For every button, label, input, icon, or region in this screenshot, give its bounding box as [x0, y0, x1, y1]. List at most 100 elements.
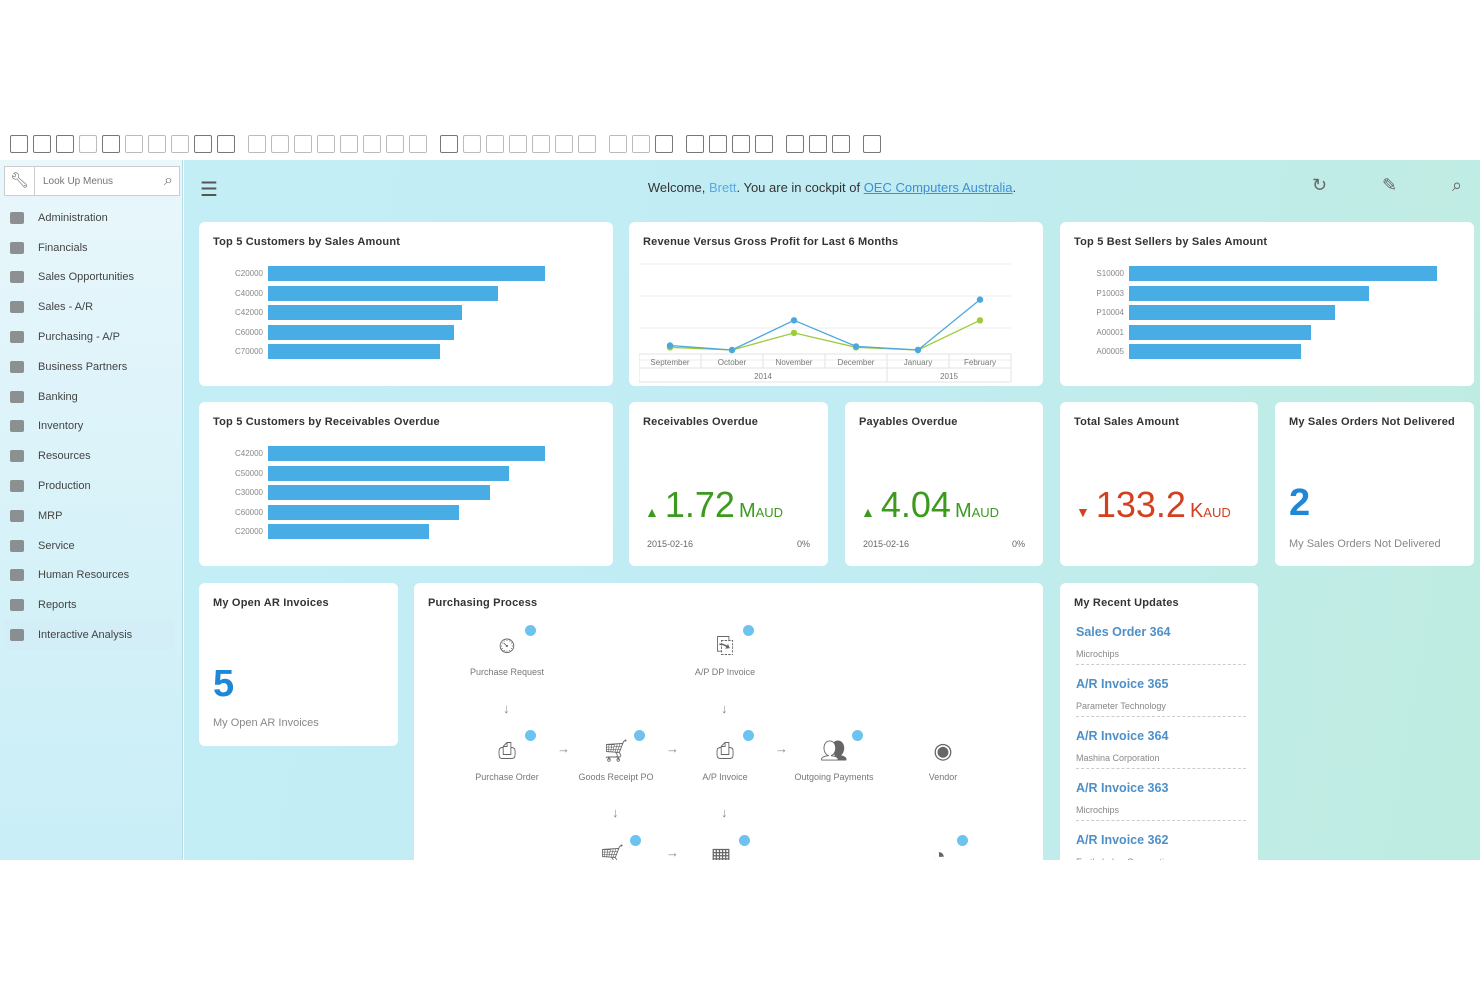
recent-update-title[interactable]: A/R Invoice 363: [1076, 781, 1169, 795]
users-icon[interactable]: [732, 135, 750, 153]
previous-icon[interactable]: [317, 135, 335, 153]
widget-top-customers-sales[interactable]: Top 5 Customers by Sales Amount C20000 C4…: [199, 222, 613, 386]
sidebar-item[interactable]: Business Partners: [4, 352, 174, 382]
dropdown-badge-icon[interactable]: [739, 835, 750, 846]
add-icon[interactable]: [271, 135, 289, 153]
process-node[interactable]: 👥︎ Outgoing Payments: [789, 730, 879, 783]
gross-profit-icon[interactable]: [509, 135, 527, 153]
recent-update-title[interactable]: A/R Invoice 362: [1076, 833, 1169, 847]
help-icon[interactable]: [863, 135, 881, 153]
dropdown-badge-icon[interactable]: [525, 730, 536, 741]
widgets-icon[interactable]: [786, 135, 804, 153]
bar[interactable]: [1129, 266, 1437, 282]
recent-update-item[interactable]: A/R Invoice 363 Microchips: [1076, 769, 1246, 821]
recent-update-item[interactable]: A/R Invoice 362 Earthshaker Corporation: [1076, 821, 1246, 860]
process-node[interactable]: ▦: [676, 835, 766, 860]
sidebar-item[interactable]: Service: [4, 531, 174, 561]
widget-top-best-sellers[interactable]: Top 5 Best Sellers by Sales Amount S1000…: [1060, 222, 1474, 386]
sidebar-item[interactable]: Purchasing - A/P: [4, 322, 174, 352]
process-node[interactable]: ⎘ A/P DP Invoice: [680, 625, 770, 678]
refresh-icon[interactable]: ↻: [1312, 175, 1328, 195]
word-icon[interactable]: [148, 135, 166, 153]
bar[interactable]: [1129, 285, 1370, 301]
edit-icon[interactable]: ✎: [1382, 175, 1398, 195]
sidebar-item[interactable]: Sales Opportunities: [4, 263, 174, 293]
last-icon[interactable]: [363, 135, 381, 153]
export-pdf-icon[interactable]: [79, 135, 97, 153]
bar[interactable]: [268, 465, 509, 481]
sidebar-item[interactable]: Production: [4, 471, 174, 501]
bar[interactable]: [268, 485, 490, 501]
bar[interactable]: [268, 524, 429, 540]
sidebar-item[interactable]: Sales - A/R: [4, 292, 174, 322]
sidebar-item[interactable]: Banking: [4, 382, 174, 412]
journal-icon[interactable]: [486, 135, 504, 153]
search-icon[interactable]: ⌕: [164, 172, 173, 189]
analysis-icon[interactable]: [832, 135, 850, 153]
dropdown-badge-icon[interactable]: [743, 730, 754, 741]
dropdown-badge-icon[interactable]: [630, 835, 641, 846]
cockpit-icon[interactable]: [755, 135, 773, 153]
sidebar-item[interactable]: Administration: [4, 203, 174, 233]
bar[interactable]: [268, 305, 462, 321]
recent-update-item[interactable]: A/R Invoice 364 Mashina Corporation: [1076, 717, 1246, 769]
dropdown-badge-icon[interactable]: [525, 625, 536, 636]
recent-update-title[interactable]: A/R Invoice 365: [1076, 677, 1169, 691]
draft-icon[interactable]: [609, 135, 627, 153]
sidebar-item[interactable]: Human Resources: [4, 561, 174, 591]
filter-icon[interactable]: [386, 135, 404, 153]
wrench-icon[interactable]: 🔧︎: [5, 167, 35, 195]
process-node[interactable]: ◔: [894, 835, 984, 860]
dropdown-badge-icon[interactable]: [634, 730, 645, 741]
columns-icon[interactable]: [555, 135, 573, 153]
bar[interactable]: [268, 446, 545, 462]
base-document-icon[interactable]: [440, 135, 458, 153]
dropdown-badge-icon[interactable]: [957, 835, 968, 846]
report-icon[interactable]: [655, 135, 673, 153]
layout-icon[interactable]: [217, 135, 235, 153]
messages-icon[interactable]: [686, 135, 704, 153]
search-icon[interactable]: ⌕: [1452, 175, 1463, 195]
bar[interactable]: [1129, 344, 1302, 360]
email-icon[interactable]: [56, 135, 74, 153]
sidebar-item[interactable]: Reports: [4, 590, 174, 620]
settings-icon[interactable]: [532, 135, 550, 153]
widget-open-ar-invoices[interactable]: My Open AR Invoices 5 My Open AR Invoice…: [199, 583, 398, 746]
bar[interactable]: [268, 285, 498, 301]
menu-search-input[interactable]: [43, 175, 153, 187]
target-document-icon[interactable]: [463, 135, 481, 153]
sidebar-item[interactable]: Interactive Analysis: [4, 620, 174, 650]
first-icon[interactable]: [294, 135, 312, 153]
company-link[interactable]: OEC Computers Australia: [863, 180, 1013, 195]
bar[interactable]: [268, 266, 545, 282]
bar[interactable]: [1129, 324, 1311, 340]
bar[interactable]: [268, 324, 454, 340]
bar[interactable]: [268, 344, 440, 360]
find-icon[interactable]: [248, 135, 266, 153]
process-node[interactable]: ◉ Vendor: [898, 736, 988, 783]
process-node[interactable]: ⎙ A/P Invoice: [680, 730, 770, 783]
dropdown-badge-icon[interactable]: [743, 625, 754, 636]
print-preview-icon[interactable]: [102, 135, 120, 153]
dropdown-badge-icon[interactable]: [852, 730, 863, 741]
widget-revenue-vs-profit[interactable]: Revenue Versus Gross Profit for Last 6 M…: [629, 222, 1043, 386]
excel-icon[interactable]: [125, 135, 143, 153]
recent-update-item[interactable]: A/R Invoice 365 Parameter Technology: [1076, 665, 1246, 717]
sidebar-item[interactable]: Resources: [4, 441, 174, 471]
chart-icon[interactable]: [809, 135, 827, 153]
widget-sales-orders-not-delivered[interactable]: My Sales Orders Not Delivered 2 My Sales…: [1275, 402, 1474, 566]
process-node[interactable]: ⎙ Purchase Order: [462, 730, 552, 783]
process-node[interactable]: 🛒︎ Goods Receipt PO: [571, 730, 661, 783]
bar[interactable]: [268, 504, 460, 520]
query-icon[interactable]: [578, 135, 596, 153]
process-node[interactable]: ⏲ Purchase Request: [462, 625, 552, 678]
widget-payables-overdue[interactable]: Payables Overdue ▲ 4.04 MAUD 2015-02-16 0%: [845, 402, 1043, 566]
sidebar-item[interactable]: MRP: [4, 501, 174, 531]
bar[interactable]: [1129, 305, 1336, 321]
text-icon[interactable]: [171, 135, 189, 153]
recent-update-item[interactable]: Sales Order 364 Microchips: [1076, 613, 1246, 665]
print-icon[interactable]: [33, 135, 51, 153]
hamburger-menu-icon[interactable]: ☰: [200, 179, 218, 201]
next-icon[interactable]: [340, 135, 358, 153]
widget-total-sales[interactable]: Total Sales Amount ▼ 133.2 KAUD: [1060, 402, 1258, 566]
